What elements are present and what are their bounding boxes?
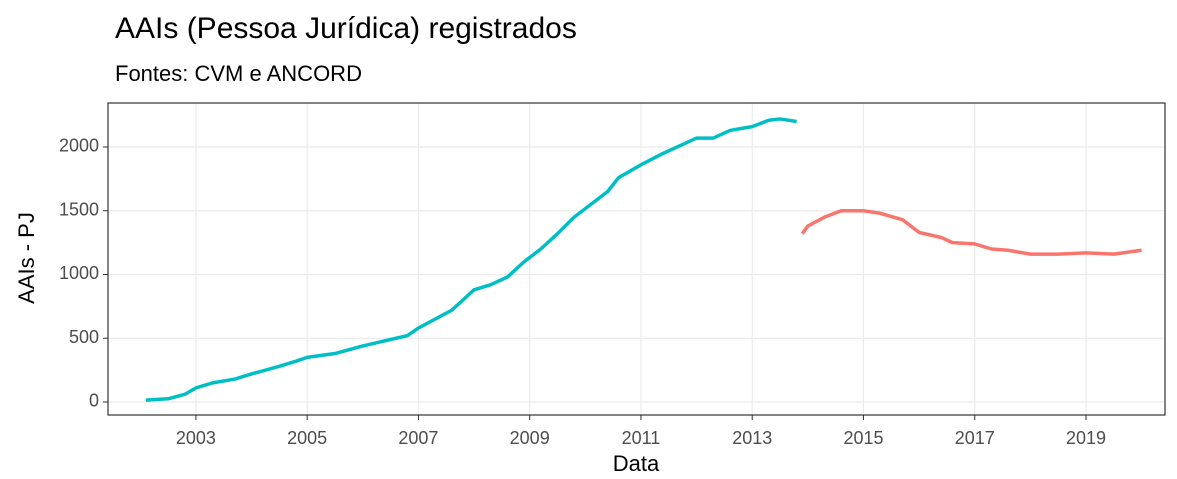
data-line — [145, 117, 797, 402]
chart-subtitle: Fontes: CVM e ANCORD — [115, 61, 362, 86]
x-tick-label: 2003 — [176, 428, 216, 448]
data-line — [800, 208, 1142, 256]
x-tick-label: 2007 — [398, 428, 438, 448]
x-tick-label: 2015 — [843, 428, 883, 448]
plot-border — [107, 102, 1166, 416]
x-tick-label: 2009 — [510, 428, 550, 448]
y-tick-label: 1000 — [59, 263, 99, 283]
y-tick-label: 0 — [89, 391, 99, 411]
chart-title: AAIs (Pessoa Jurídica) registrados — [115, 12, 577, 45]
x-tick-label: 2011 — [622, 428, 661, 448]
x-axis-label: Data — [613, 451, 660, 476]
y-tick-label: 1500 — [59, 199, 99, 219]
x-tick-label: 2005 — [287, 428, 327, 448]
x-tick-label: 2013 — [732, 428, 772, 448]
y-axis-label: AAIs - PJ — [14, 212, 39, 304]
y-tick-label: 2000 — [59, 136, 99, 156]
y-tick-label: 500 — [69, 327, 99, 347]
x-tick-label: 2017 — [955, 428, 995, 448]
x-tick-label: 2019 — [1066, 428, 1106, 448]
